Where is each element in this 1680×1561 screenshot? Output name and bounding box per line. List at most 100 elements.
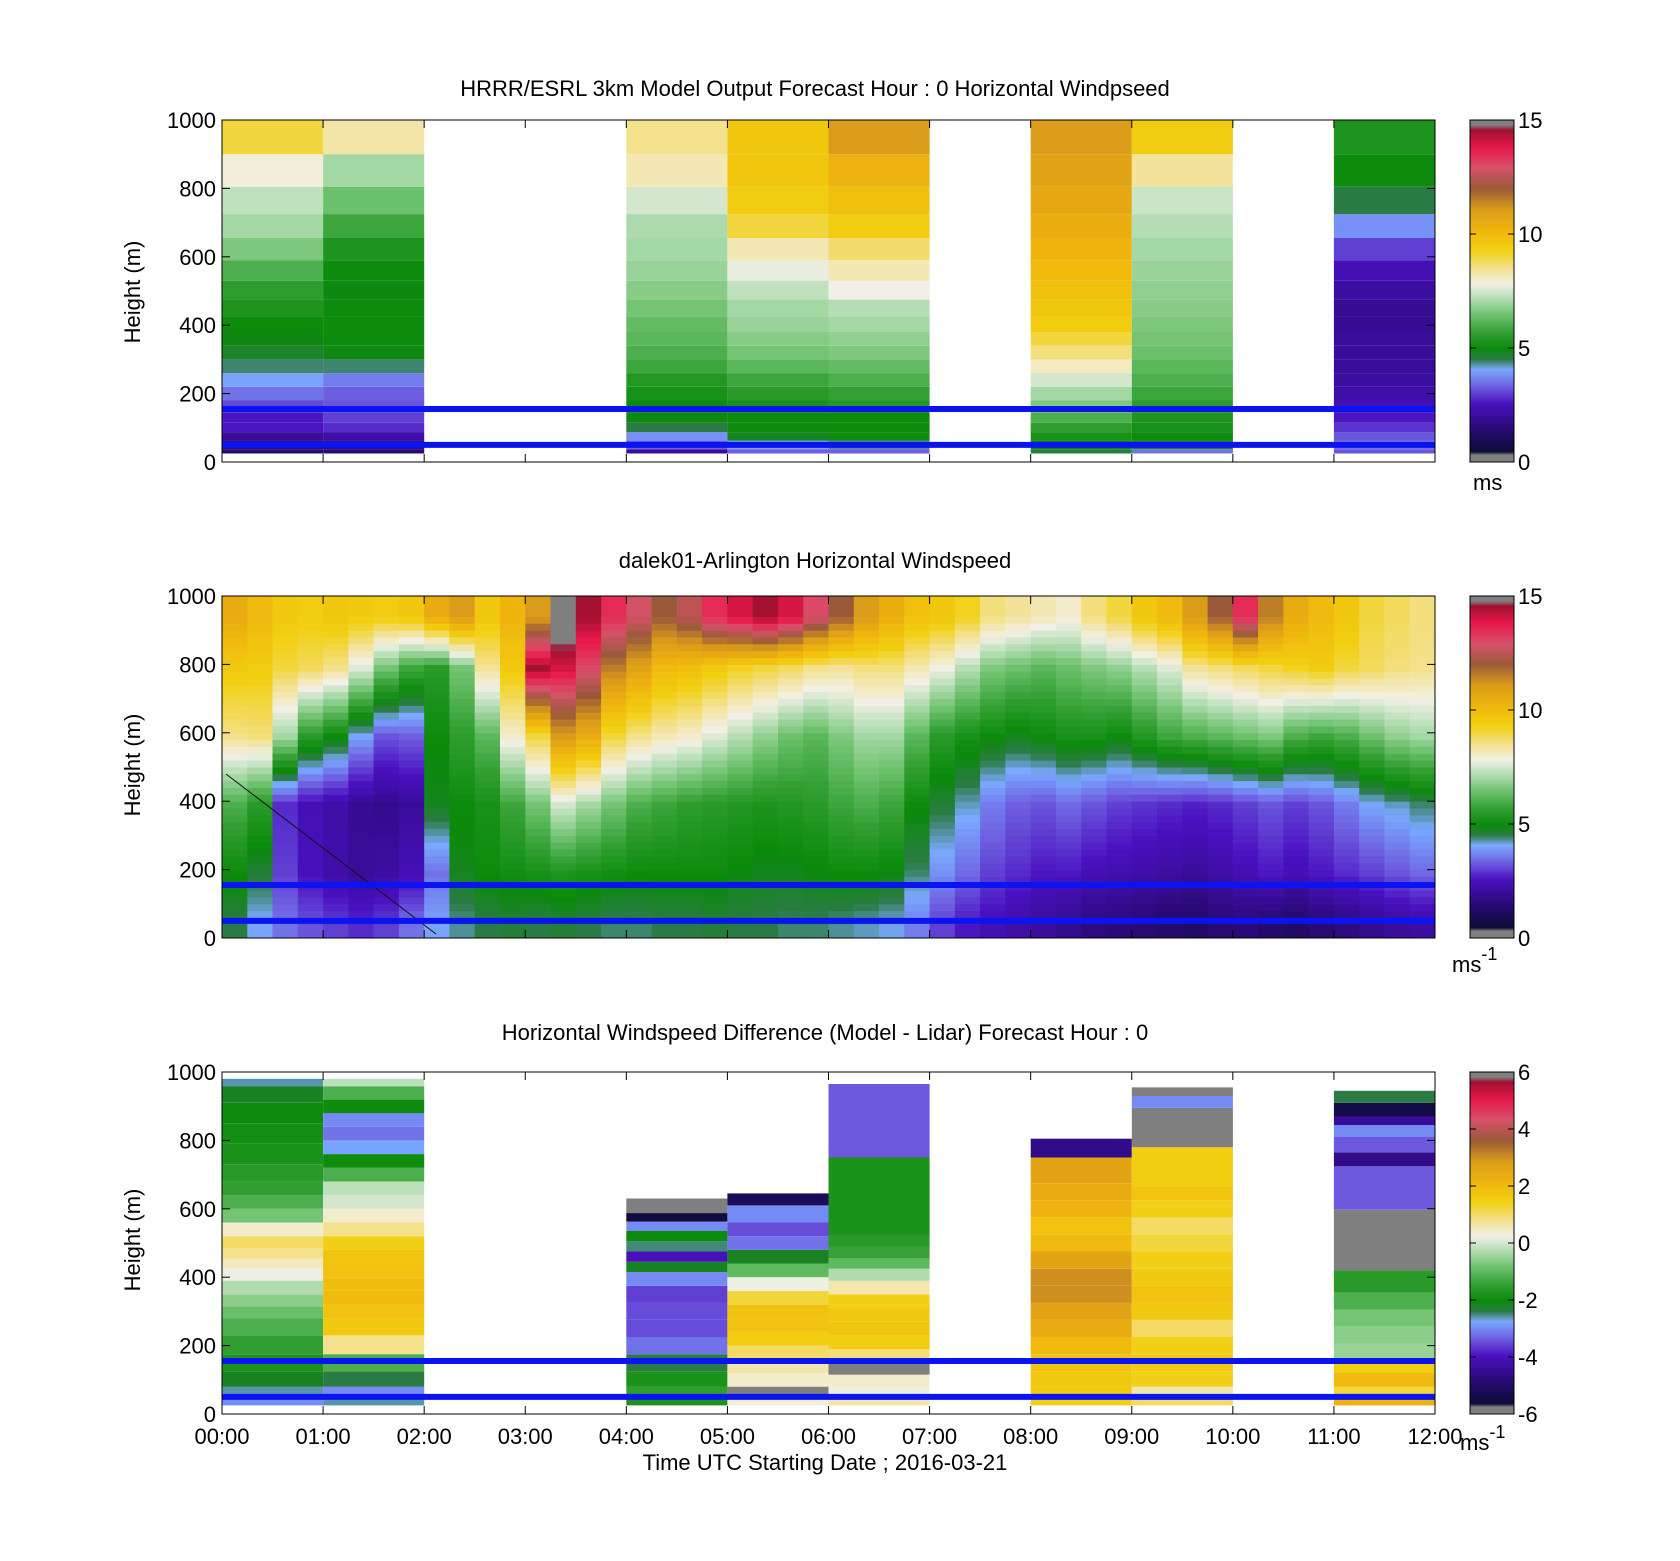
heatmap-cell bbox=[676, 855, 703, 864]
heatmap-cell bbox=[297, 924, 324, 932]
heatmap-cell bbox=[1308, 767, 1335, 775]
heatmap-cell bbox=[1055, 924, 1082, 932]
heatmap-cell bbox=[297, 684, 324, 693]
heatmap-cell bbox=[601, 602, 627, 611]
heatmap-cell bbox=[828, 449, 930, 454]
heatmap-cell bbox=[1359, 773, 1385, 782]
heatmap-cell bbox=[1005, 821, 1032, 829]
heatmap-cell bbox=[1106, 643, 1133, 652]
heatmap-cell bbox=[752, 773, 779, 782]
heatmap-cell bbox=[676, 664, 703, 672]
heatmap-cell bbox=[853, 684, 880, 693]
heatmap-cell bbox=[550, 739, 577, 747]
heatmap-cell bbox=[1333, 623, 1360, 631]
heatmap-cell bbox=[828, 260, 930, 281]
heatmap-cell bbox=[853, 637, 880, 645]
heatmap-cell bbox=[550, 698, 577, 706]
heatmap-cell bbox=[1232, 623, 1259, 631]
heatmap-cell bbox=[1030, 862, 1057, 871]
heatmap-cell bbox=[828, 869, 855, 877]
heatmap-cell bbox=[398, 931, 425, 939]
heatmap-cell bbox=[1384, 780, 1411, 788]
heatmap-cell bbox=[1333, 1209, 1435, 1253]
heatmap-cell bbox=[373, 691, 400, 700]
heatmap-cell bbox=[323, 862, 349, 871]
heatmap-cell bbox=[803, 855, 829, 864]
heatmap-cell bbox=[1081, 835, 1107, 843]
heatmap-cell bbox=[601, 903, 627, 912]
heatmap-cell bbox=[222, 280, 324, 300]
heatmap-cell bbox=[1106, 753, 1133, 761]
heatmap-cell bbox=[1131, 1320, 1233, 1338]
heatmap-cell bbox=[1207, 623, 1234, 631]
heatmap-cell bbox=[1283, 801, 1310, 809]
heatmap-cell bbox=[1030, 705, 1057, 713]
heatmap-cell bbox=[297, 691, 324, 700]
heatmap-cell bbox=[297, 643, 324, 652]
heatmap-cell bbox=[348, 712, 375, 720]
heatmap-cell bbox=[980, 869, 1006, 877]
heatmap-cell bbox=[702, 623, 728, 631]
heatmap-cell bbox=[1359, 869, 1385, 877]
heatmap-cell bbox=[778, 684, 804, 693]
heatmap-cell bbox=[879, 732, 905, 741]
heatmap-cell bbox=[1030, 753, 1057, 761]
heatmap-cell bbox=[449, 855, 476, 864]
heatmap-cell bbox=[222, 835, 248, 843]
heatmap-cell bbox=[1207, 746, 1234, 754]
colorbar-gradient bbox=[1469, 119, 1515, 463]
x-tick-label: 12:00 bbox=[1407, 1424, 1462, 1449]
heatmap-cell bbox=[1207, 732, 1234, 741]
heatmap-cell bbox=[1333, 719, 1360, 727]
heatmap-cell bbox=[1157, 924, 1183, 932]
heatmap-cell bbox=[525, 890, 552, 898]
heatmap-cell bbox=[1030, 280, 1132, 300]
heatmap-cell bbox=[1157, 897, 1183, 905]
heatmap-cell bbox=[1308, 808, 1335, 816]
heatmap-cell bbox=[1333, 1102, 1435, 1117]
heatmap-cell bbox=[474, 719, 501, 727]
heatmap-cell bbox=[980, 808, 1006, 816]
heatmap-cell bbox=[323, 767, 349, 775]
heatmap-cell bbox=[1258, 705, 1284, 713]
heatmap-cell bbox=[348, 684, 375, 693]
heatmap-cell bbox=[803, 760, 829, 768]
colorbar-tick-label: 15 bbox=[1518, 584, 1542, 609]
y-axis-label: Height (m) bbox=[120, 714, 145, 817]
heatmap-cell bbox=[398, 835, 425, 843]
heatmap-cell bbox=[323, 739, 349, 747]
heatmap-cell bbox=[626, 186, 728, 215]
colorbar-unit: ms-1 bbox=[1460, 1422, 1505, 1455]
heatmap-cell bbox=[1030, 801, 1057, 809]
heatmap-cell bbox=[1359, 767, 1385, 775]
heatmap-cell bbox=[1182, 910, 1209, 918]
heatmap-cell bbox=[1131, 449, 1233, 454]
heatmap-cell bbox=[1333, 643, 1360, 652]
heatmap-cell bbox=[1182, 903, 1209, 912]
heatmap-cell bbox=[550, 897, 577, 905]
heatmap-cell bbox=[1157, 862, 1183, 871]
heatmap-cell bbox=[1333, 657, 1360, 665]
heatmap-cell bbox=[1207, 705, 1234, 713]
heatmap-cell bbox=[1157, 780, 1183, 788]
heatmap-cell bbox=[803, 650, 829, 658]
heatmap-cell bbox=[1131, 1107, 1233, 1148]
heatmap-cell bbox=[373, 596, 400, 604]
heatmap-cell bbox=[601, 630, 627, 638]
heatmap-cell bbox=[980, 794, 1006, 802]
heatmap-cell bbox=[500, 828, 526, 836]
heatmap-cell bbox=[1232, 814, 1259, 823]
heatmap-cell bbox=[1030, 1371, 1132, 1387]
heatmap-cell bbox=[929, 753, 956, 761]
heatmap-cell bbox=[778, 876, 804, 884]
heatmap-cell bbox=[550, 842, 577, 850]
heatmap-cell bbox=[828, 890, 855, 898]
heatmap-cell bbox=[398, 924, 425, 932]
heatmap-cell bbox=[803, 924, 829, 932]
heatmap-cell bbox=[474, 664, 501, 672]
heatmap-cell bbox=[297, 903, 324, 912]
heatmap-cell bbox=[1106, 814, 1133, 823]
heatmap-cell bbox=[1005, 602, 1032, 611]
heatmap-cell bbox=[449, 828, 476, 836]
heatmap-cell bbox=[323, 373, 425, 387]
